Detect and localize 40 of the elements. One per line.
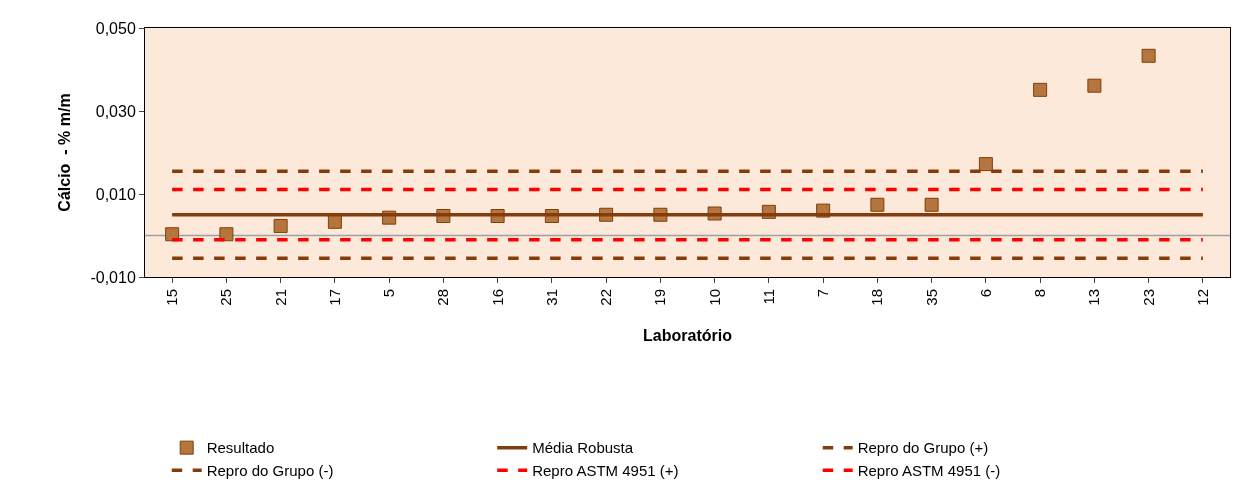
x-tick-label: 28 (434, 289, 452, 306)
x-tick-label: 13 (1085, 289, 1103, 306)
point (1087, 78, 1102, 93)
x-tick-label: 19 (651, 289, 669, 306)
legend-label: Repro ASTM 4951 (-) (857, 461, 1001, 479)
y-axis-title: Cálcio - % m/m (56, 93, 74, 212)
x-tick-label: 17 (325, 289, 343, 306)
x-axis-title: Laboratório (643, 327, 733, 345)
legend-label: Média Robusta (532, 439, 634, 457)
point (870, 197, 885, 212)
point (924, 197, 939, 212)
x-tick-label: 11 (759, 289, 777, 305)
x-tick-label: 12 (1193, 289, 1211, 306)
x-tick-label: 22 (597, 289, 615, 306)
x-tick-label: 8 (1031, 289, 1049, 298)
x-tick-label: 35 (922, 289, 940, 306)
x-tick-label: 25 (217, 289, 235, 306)
x-tick-label: 15 (163, 289, 181, 306)
x-tick-label: 21 (271, 289, 289, 306)
point (1033, 82, 1048, 97)
legend-label: Repro ASTM 4951 (+) (532, 461, 679, 479)
x-tick-label: 18 (868, 289, 886, 306)
legend-label: Repro do Grupo (-) (206, 461, 334, 479)
x-tick-label: 7 (814, 289, 832, 298)
x-tick-label: 6 (976, 289, 994, 298)
x-tick-label: 16 (488, 289, 506, 306)
point (1141, 48, 1156, 63)
x-tick-label: 5 (380, 289, 398, 298)
point (219, 227, 234, 242)
x-tick-label: 31 (542, 289, 560, 306)
x-tick-label: 10 (705, 289, 723, 306)
y-tick-label: 0,010 (95, 185, 136, 203)
point (273, 218, 288, 233)
legend-label: Repro do Grupo (+) (857, 439, 989, 457)
x-tick-label: 23 (1139, 289, 1157, 306)
y-tick-label: 0,030 (95, 102, 136, 120)
y-tick-label: -0,010 (90, 268, 136, 286)
legend-label: Resultado (206, 439, 275, 457)
y-tick-label: 0,050 (95, 19, 136, 37)
point (978, 157, 993, 172)
